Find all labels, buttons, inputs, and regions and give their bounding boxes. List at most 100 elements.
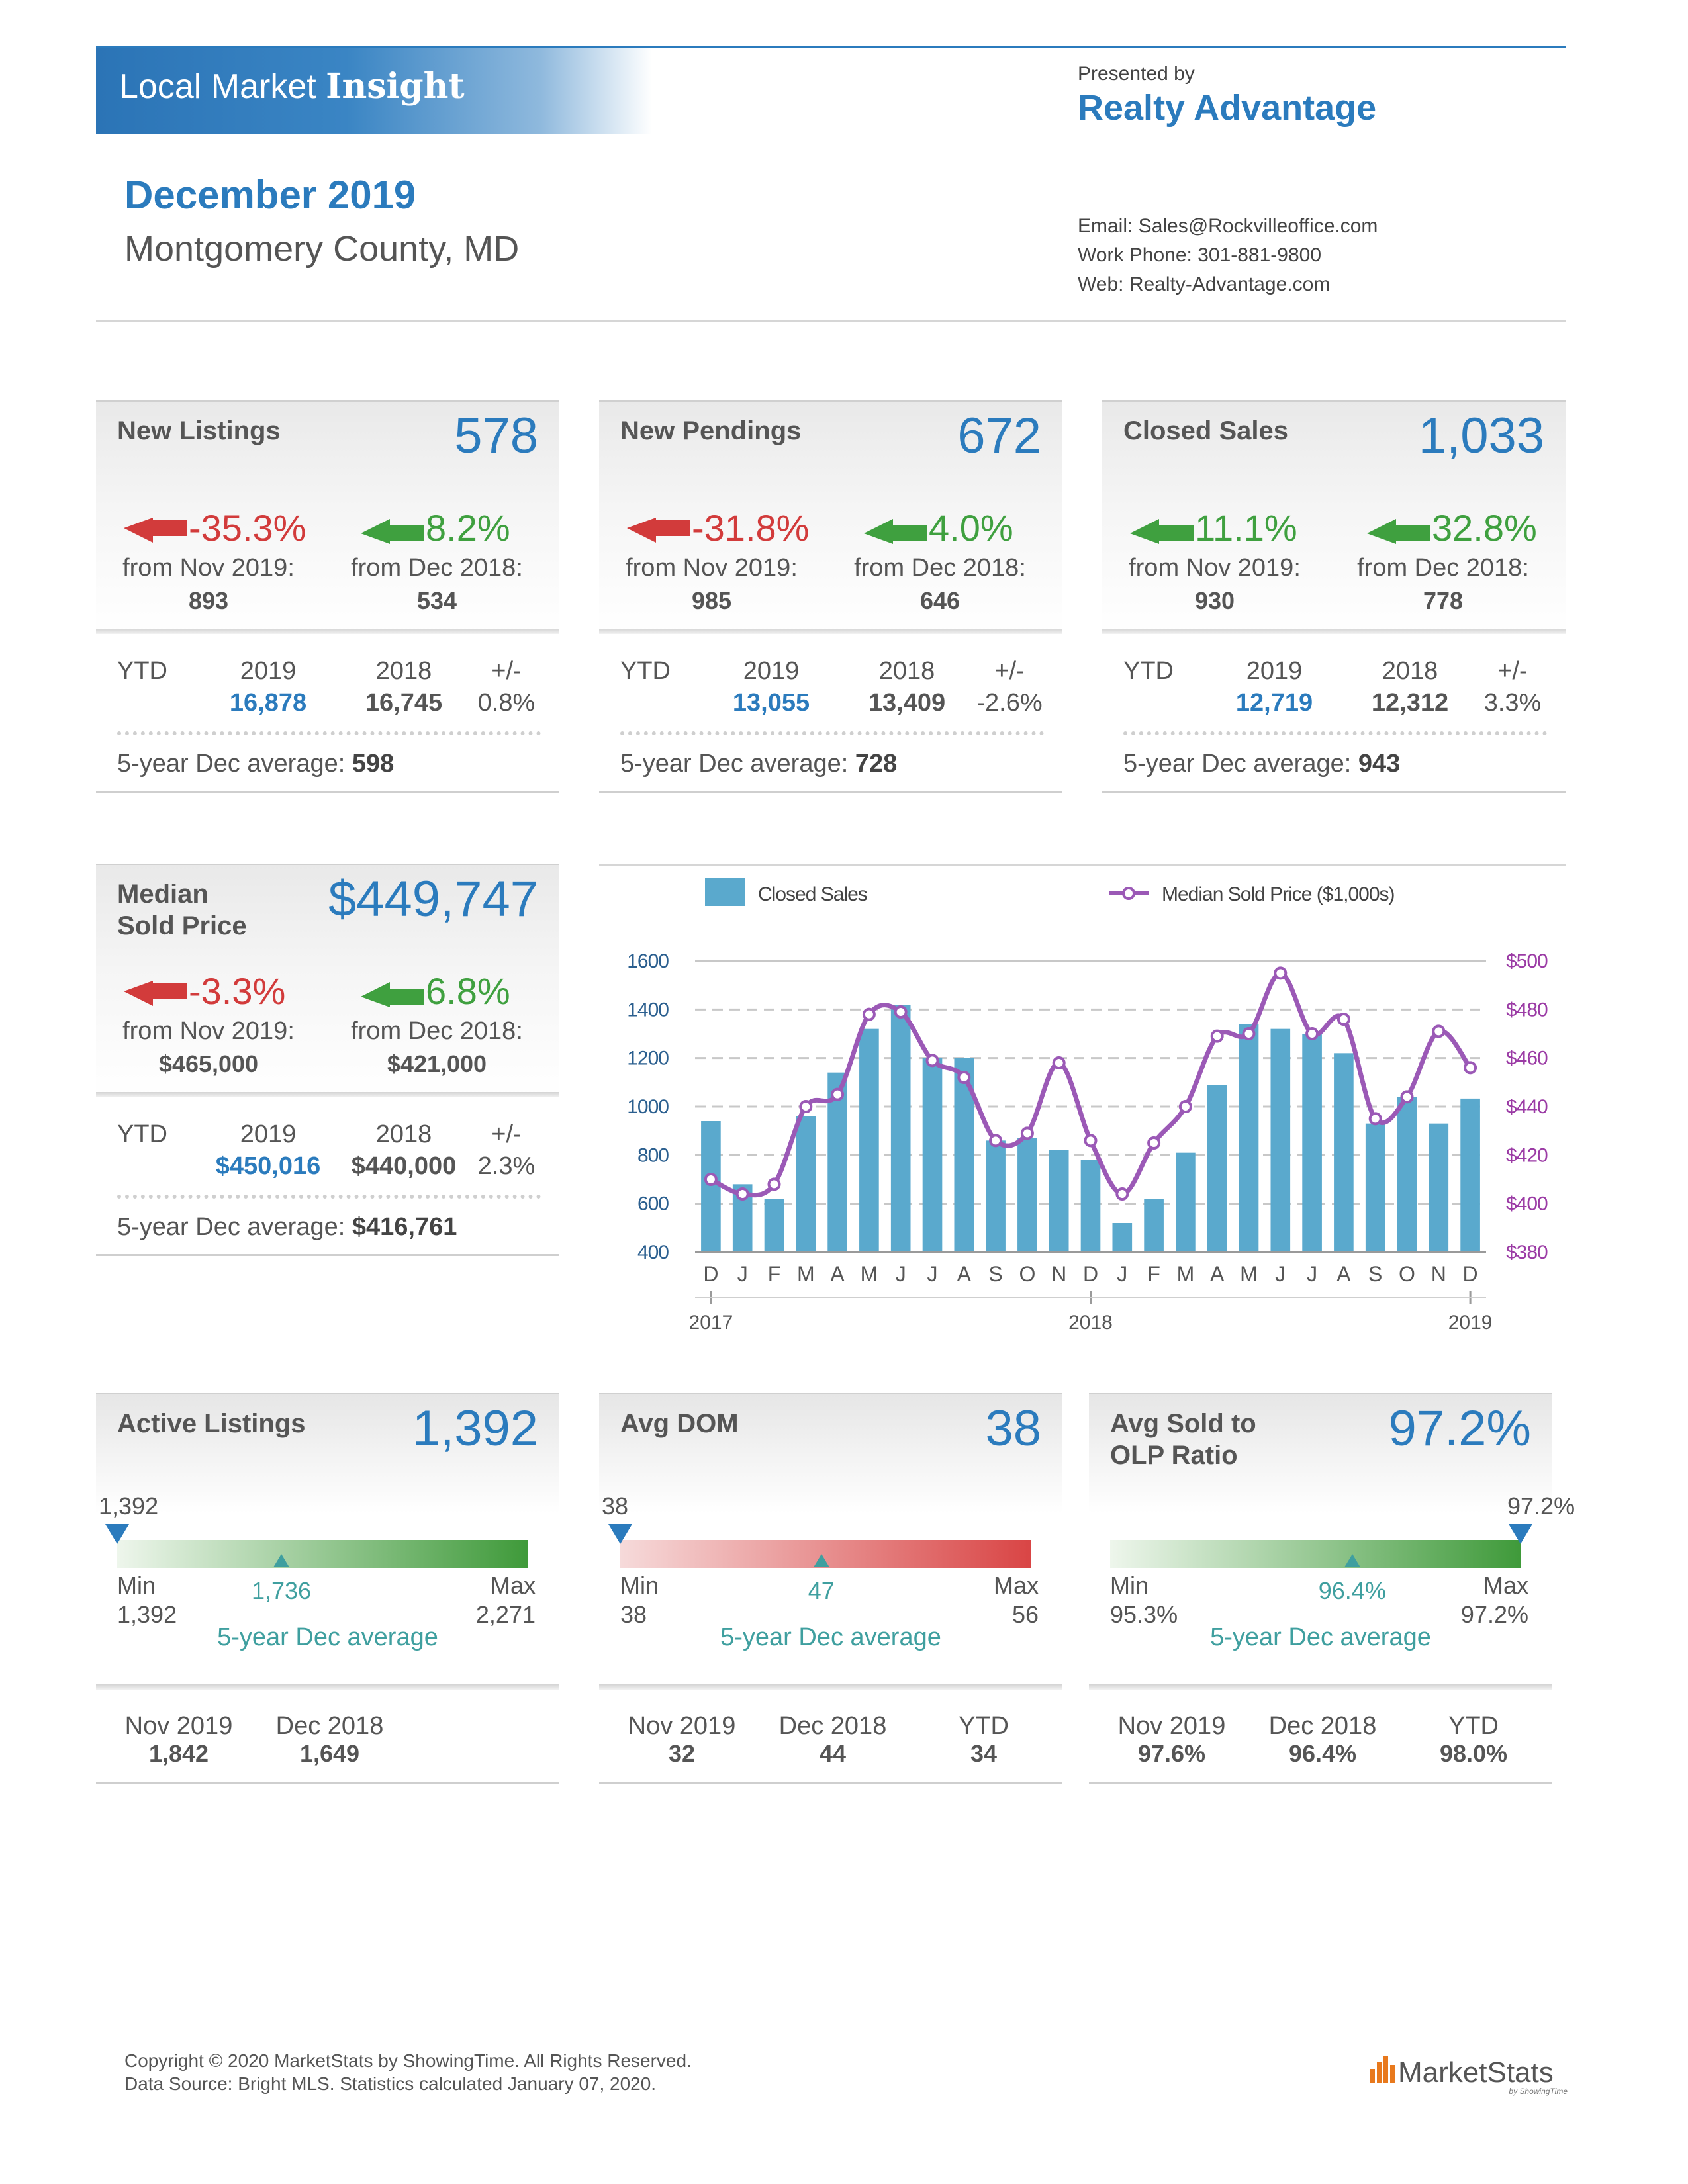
agency-name: Realty Advantage — [1078, 88, 1377, 128]
ytd-label: YTD — [117, 1120, 167, 1148]
bar-closed-sales — [1112, 1223, 1133, 1252]
gauge-footer-label: Dec 2018 — [275, 1712, 384, 1740]
contact-web[interactable]: Web: Realty-Advantage.com — [1078, 273, 1331, 295]
x-axis-tick: M — [1177, 1262, 1195, 1286]
gauge-label-line2: OLP Ratio — [1110, 1441, 1238, 1470]
change-mom-label: from Nov 2019: — [626, 554, 798, 582]
change-mom-pct: 11.1% — [1195, 507, 1297, 549]
card-value: 672 — [957, 408, 1041, 464]
x-axis-tick: S — [988, 1262, 1002, 1286]
gauge-label: Avg Sold to OLP Ratio — [1110, 1408, 1256, 1471]
logo-bar — [1383, 2056, 1388, 2083]
legend-label-median-price: Median Sold Price ($1,000s) — [1162, 884, 1395, 905]
header-divider — [96, 320, 1566, 322]
down-arrow-icon — [124, 981, 187, 1007]
card-label: Closed Sales — [1123, 416, 1289, 445]
brand-title: Local Market Insight — [119, 66, 465, 107]
gauge-max-label: Max — [993, 1572, 1039, 1599]
point-median-sold-price — [1368, 1112, 1382, 1126]
legend-label-closed-sales: Closed Sales — [758, 884, 867, 905]
ytd-year1-value: $450,016 — [215, 1152, 321, 1180]
right-axis-tick: $380 — [1506, 1242, 1548, 1263]
data-source-text: Data Source: Bright MLS. Statistics calc… — [124, 2073, 657, 2094]
left-axis-tick: 1400 — [627, 999, 669, 1021]
chart-top-rule — [599, 864, 1566, 866]
bar-closed-sales — [1334, 1053, 1354, 1252]
closed-sales-price-chart: Closed Sales Median Sold Price ($1,000s) 1… — [627, 878, 1548, 1334]
bar-closed-sales — [1460, 1098, 1480, 1252]
gauge-footer-label: Nov 2019 — [124, 1712, 233, 1740]
average-marker-icon — [813, 1554, 829, 1567]
point-median-sold-price — [1464, 1061, 1477, 1075]
bar-closed-sales — [1017, 1138, 1037, 1252]
card-label: New Listings — [117, 416, 281, 445]
point-median-sold-price — [1432, 1024, 1446, 1038]
ytd-year1-value: 12,719 — [1235, 689, 1313, 717]
gauge-average-caption: 5-year Dec average — [217, 1623, 438, 1651]
up-arrow-icon — [361, 519, 424, 545]
five-year-average: 5-year Dec average: 728 — [620, 750, 897, 778]
x-axis-tick: F — [1147, 1262, 1160, 1286]
change-yoy-base-value: 778 — [1423, 587, 1464, 614]
card-divider — [96, 1092, 559, 1097]
ytd-year1-label: 2019 — [240, 657, 297, 685]
point-median-sold-price — [1052, 1056, 1066, 1069]
ytd-label: YTD — [1123, 657, 1174, 685]
card-bottom-rule — [96, 1254, 559, 1256]
card-header-bg — [599, 400, 1062, 633]
gauge-min-value: 1,392 — [117, 1601, 177, 1628]
gauge-footer-label: YTD — [1448, 1712, 1499, 1740]
current-marker-icon — [1509, 1524, 1532, 1544]
gauge-divider — [1089, 1684, 1552, 1690]
gauge-header-bg — [1089, 1393, 1552, 1514]
point-median-sold-price — [894, 1005, 908, 1019]
point-median-sold-price — [925, 1054, 939, 1068]
contact-email[interactable]: Email: Sales@Rockvilleoffice.com — [1078, 215, 1378, 237]
left-axis-tick: 800 — [637, 1144, 669, 1166]
gauge-max-value: 56 — [1011, 1601, 1039, 1628]
card-label-line1: Median — [117, 880, 209, 909]
right-axis-tick: $460 — [1506, 1048, 1548, 1069]
five-year-average-value: 943 — [1358, 750, 1401, 778]
ytd-label: YTD — [620, 657, 671, 685]
gauge-footer-value: 97.6% — [1137, 1740, 1206, 1767]
gauge-min-label: Min — [117, 1572, 156, 1599]
logo-bar — [1390, 2065, 1395, 2083]
x-axis-tick: O — [1019, 1262, 1035, 1286]
ytd-diff-value: 0.8% — [477, 689, 536, 717]
point-median-sold-price — [831, 1087, 845, 1101]
ytd-label: YTD — [117, 657, 167, 685]
change-mom: 11.1% — [1130, 506, 1297, 549]
x-axis-tick: M — [1240, 1262, 1258, 1286]
point-median-sold-price — [1242, 1027, 1256, 1040]
ytd-year2-value: $440,000 — [351, 1152, 457, 1180]
bar-closed-sales — [701, 1121, 721, 1252]
five-year-average-value: 728 — [855, 750, 898, 778]
gauge-bar — [117, 1540, 528, 1568]
contact-phone[interactable]: Work Phone: 301-881-9800 — [1078, 244, 1322, 266]
gauge-bottom-rule — [599, 1782, 1062, 1784]
year-label: 2019 — [1448, 1312, 1493, 1334]
x-axis-tick: D — [1463, 1262, 1478, 1286]
point-median-sold-price — [1210, 1029, 1224, 1043]
ytd-diff-value: 3.3% — [1483, 689, 1542, 717]
gauge-average-caption: 5-year Dec average — [720, 1623, 941, 1651]
ytd-year1-label: 2019 — [743, 657, 800, 685]
dotted-divider — [117, 731, 541, 735]
gauge-label-line1: Avg Sold to — [1110, 1409, 1256, 1438]
change-mom-base-value: 930 — [1194, 587, 1235, 614]
left-axis-tick: 1600 — [627, 950, 669, 972]
point-median-sold-price — [1336, 1013, 1350, 1026]
change-yoy-pct: 8.2% — [426, 507, 510, 549]
right-axis-tick: $420 — [1506, 1144, 1548, 1166]
report-region: Montgomery County, MD — [124, 229, 520, 269]
gauge-min-label: Min — [620, 1572, 659, 1599]
report-month: December 2019 — [124, 173, 416, 217]
card-label: Median Sold Price — [117, 878, 247, 942]
change-yoy-pct: 4.0% — [929, 507, 1013, 549]
five-year-average: 5-year Dec average: 598 — [117, 750, 394, 778]
gauge-footer-label: Nov 2019 — [1117, 1712, 1226, 1740]
card-divider — [1102, 629, 1566, 634]
ytd-diff-label: +/- — [994, 657, 1025, 685]
x-axis-tick: J — [1275, 1262, 1286, 1286]
